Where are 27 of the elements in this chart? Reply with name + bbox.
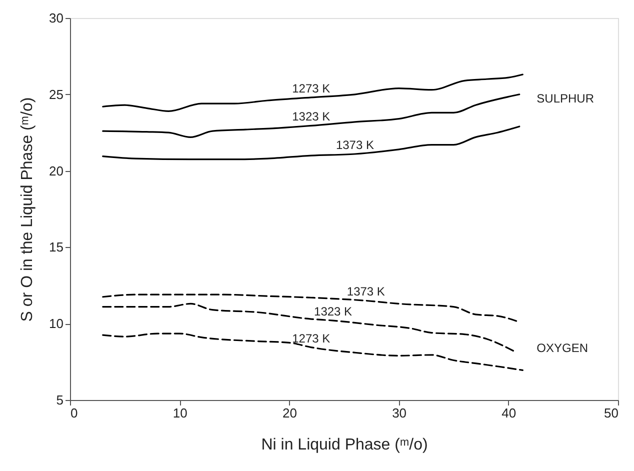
y-tick-label: 30 xyxy=(49,10,64,26)
x-tick-label: 20 xyxy=(282,406,297,420)
annotation: SULPHUR xyxy=(536,91,594,106)
series-label: 1323 K xyxy=(314,304,352,319)
y-tick-label: 25 xyxy=(49,86,64,102)
y-axis-title: S or O in the Liquid Phase (ᵐ/o) xyxy=(19,97,36,322)
line-series xyxy=(102,126,520,160)
x-tick-label: 50 xyxy=(604,406,618,420)
x-axis-title: Ni in Liquid Phase (ᵐ/o) xyxy=(261,436,428,454)
series-label: 1273 K xyxy=(292,81,330,96)
x-tick-label: 0 xyxy=(70,406,78,420)
y-tick-label: 10 xyxy=(49,316,64,332)
y-tick-label: 5 xyxy=(56,392,64,408)
y-tick-label: 15 xyxy=(49,240,64,255)
line-series xyxy=(102,302,515,352)
series-label: 1373 K xyxy=(336,138,374,152)
series-label: 1373 K xyxy=(346,284,385,299)
line-series xyxy=(102,94,520,138)
x-tick-label: 10 xyxy=(172,406,188,420)
x-tick-label: 30 xyxy=(392,406,407,420)
line-series xyxy=(102,74,524,112)
x-tick-label: 40 xyxy=(502,406,516,420)
series-label: 1323 K xyxy=(292,110,330,124)
series-label: 1273 K xyxy=(292,331,330,346)
y-tick-label: 20 xyxy=(49,163,64,178)
annotation: OXYGEN xyxy=(536,340,588,355)
line-series xyxy=(102,332,524,372)
